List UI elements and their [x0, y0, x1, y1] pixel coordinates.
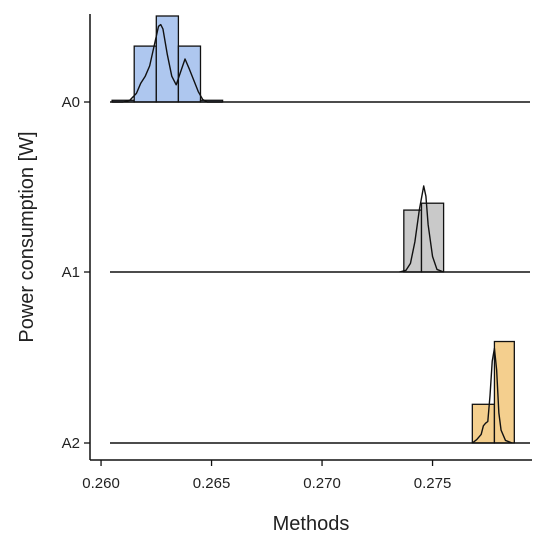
y-tick-label: A0: [62, 94, 80, 111]
histogram-bar: [155, 15, 180, 103]
y-tick-label: A1: [62, 264, 80, 281]
y-axis-title: Power consumption [W]: [16, 131, 38, 342]
ridge-A0: [110, 15, 530, 103]
x-tick-label: 0.270: [303, 475, 341, 492]
ridge-A1: [110, 185, 530, 273]
density-curve: [399, 185, 444, 273]
x-ticks: 0.260 0.265 0.270 0.275: [82, 460, 451, 492]
density-curve: [471, 347, 513, 444]
y-tick-label: A2: [62, 435, 80, 452]
density-curve: [112, 23, 223, 103]
histogram-bar: [471, 403, 496, 444]
x-axis-title: Methods: [273, 513, 350, 535]
histogram-bar: [177, 45, 202, 103]
ridges-layer: [110, 15, 530, 444]
y-ticks: A0 A1 A2: [62, 94, 90, 452]
histogram-bar: [420, 202, 445, 273]
histogram-bar: [403, 209, 423, 273]
axes-layer: 0.260 0.265 0.270 0.275 A0 A1 A2 Methods Powe…: [16, 14, 532, 535]
ridge-A2: [110, 340, 530, 444]
x-tick-label: 0.260: [82, 475, 120, 492]
histogram-bar: [133, 45, 157, 103]
x-tick-label: 0.265: [193, 475, 231, 492]
x-tick-label: 0.275: [414, 475, 452, 492]
